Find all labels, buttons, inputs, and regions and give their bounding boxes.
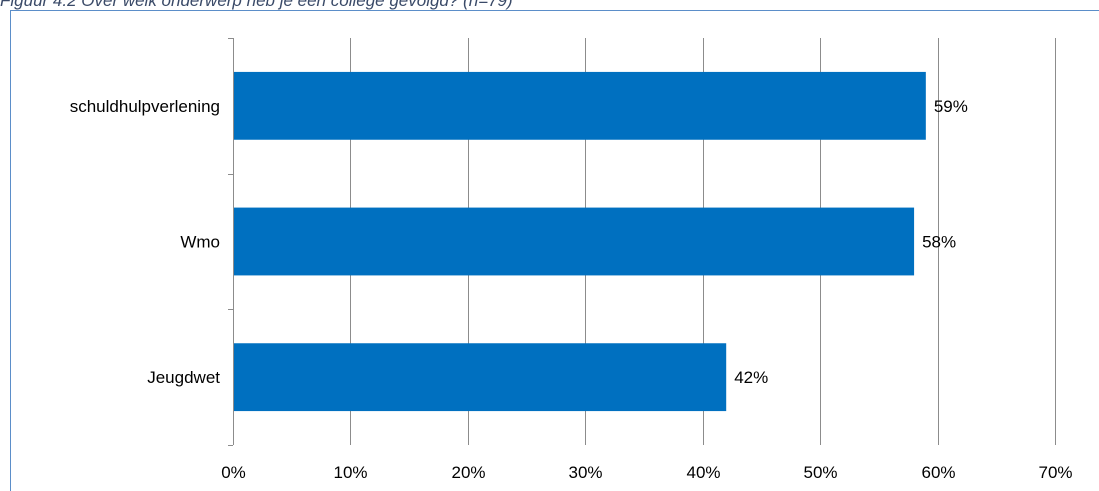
chart-frame (10, 10, 1099, 491)
x-tick-label: 0% (221, 463, 246, 482)
bars (234, 71, 926, 412)
x-tick-label: 60% (921, 463, 955, 482)
category-label: Jeugdwet (147, 368, 220, 387)
data-label: 58% (922, 233, 956, 252)
category-label: schuldhulpverlening (70, 97, 220, 116)
x-tick-label: 40% (686, 463, 720, 482)
labels: 0% 10% 20% 30% 40% 50% 60% 70% schuldhulpverleni… (70, 97, 1073, 482)
x-tick-label: 70% (1038, 463, 1072, 482)
bar (234, 71, 926, 140)
x-tick-label: 20% (451, 463, 485, 482)
x-tick-label: 30% (568, 463, 602, 482)
bar (234, 207, 915, 276)
bar (234, 343, 727, 412)
data-label: 59% (934, 97, 968, 116)
category-label: Wmo (180, 233, 220, 252)
category-axis (228, 38, 234, 446)
data-label: 42% (734, 368, 768, 387)
x-tick-label: 10% (333, 463, 367, 482)
figure-caption: Figuur 4.2 Over welk onderwerp heb je ee… (0, 0, 513, 10)
x-tick-label: 50% (803, 463, 837, 482)
